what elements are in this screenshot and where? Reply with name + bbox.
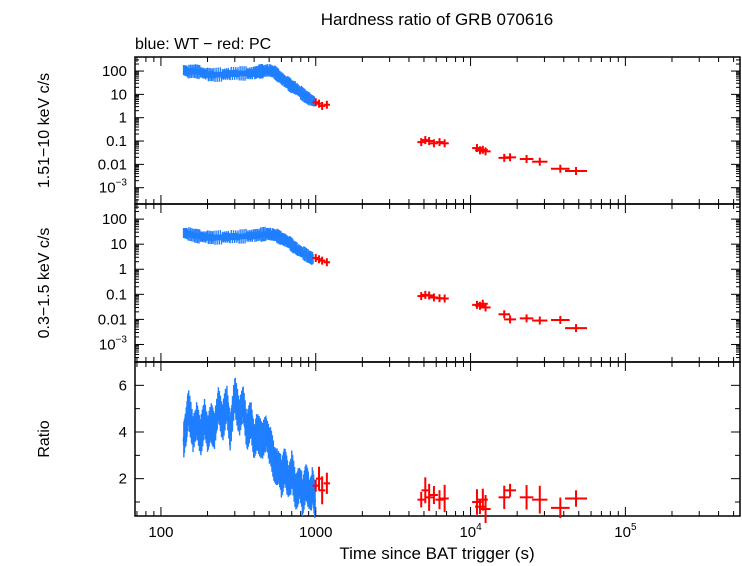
panel-frame xyxy=(134,361,741,517)
panel-frame xyxy=(134,203,741,363)
chart-title: Hardness ratio of GRB 070616 xyxy=(321,10,553,29)
y-tick-label: 0.01 xyxy=(98,156,127,173)
y-tick-label: 10 xyxy=(110,86,127,103)
y-tick-label: 0.1 xyxy=(106,133,127,150)
y-tick-base: 10 xyxy=(99,336,116,353)
y-tick-exponent: −3 xyxy=(116,178,128,189)
x-tick-label: 100 xyxy=(148,524,173,541)
y-axis-label: 1.51−10 keV c/s xyxy=(36,73,53,188)
y-tick-label: 10−3 xyxy=(99,334,128,353)
x-axis-label: Time since BAT trigger (s) xyxy=(339,544,534,563)
y-tick-label: 1 xyxy=(119,110,127,127)
y-tick-label: 6 xyxy=(119,377,127,394)
y-axis-label: Ratio xyxy=(36,420,53,457)
y-tick-label: 2 xyxy=(119,471,127,488)
y-tick-label: 10−3 xyxy=(99,178,128,197)
x-tick-exponent: 5 xyxy=(631,522,637,533)
x-tick-base: 10 xyxy=(614,524,631,541)
y-tick-label: 1 xyxy=(119,261,127,278)
y-tick-label: 0.1 xyxy=(106,286,127,303)
x-tick-exponent: 4 xyxy=(476,522,482,533)
y-tick-label: 100 xyxy=(102,211,127,228)
panel-3: 2 4 6 Ratio xyxy=(36,361,741,523)
y-tick-label: 100 xyxy=(102,63,127,80)
x-tick-label: 104 xyxy=(459,522,482,541)
chart-subtitle: blue: WT − red: PC xyxy=(135,36,271,53)
x-tick-label: 105 xyxy=(614,522,637,541)
y-tick-label: 4 xyxy=(119,424,127,441)
y-tick-exponent: −3 xyxy=(116,334,128,345)
y-axis-label: 0.3−1.5 keV c/s xyxy=(36,228,53,339)
y-tick-label: 10 xyxy=(110,236,127,253)
y-tick-base: 10 xyxy=(99,180,116,197)
x-tick-label: 1000 xyxy=(299,524,332,541)
y-tick-label: 0.01 xyxy=(98,311,127,328)
x-tick-base: 10 xyxy=(459,524,476,541)
